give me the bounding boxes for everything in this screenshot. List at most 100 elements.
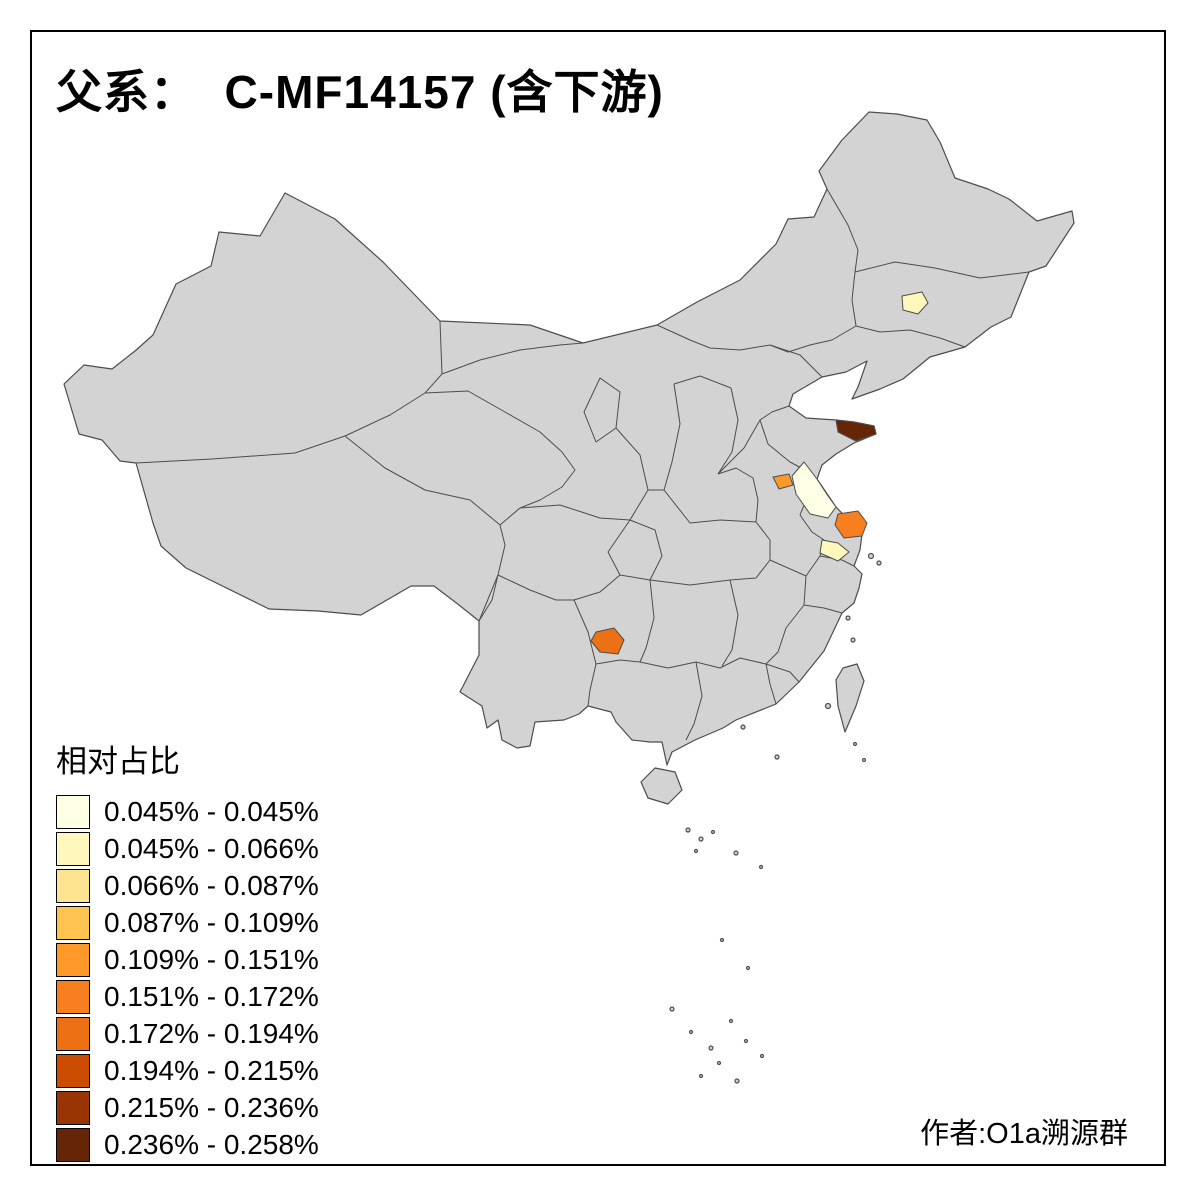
region-nantong-area <box>834 510 868 539</box>
province-boundary-line <box>854 261 1030 279</box>
legend-swatch <box>56 831 90 866</box>
island-speck <box>698 836 704 842</box>
province-boundary-line <box>424 390 563 453</box>
province-boundary-line <box>769 344 823 378</box>
island-speck <box>850 637 856 643</box>
hainan-island <box>640 767 683 805</box>
province-boundary-line <box>497 574 621 601</box>
taiwan-island <box>835 663 865 733</box>
island-speck <box>688 1029 694 1035</box>
legend-swatch <box>56 979 90 1014</box>
province-boundary-line <box>803 604 843 614</box>
legend-item: 0.045% - 0.045% <box>56 793 319 830</box>
legend-label: 0.151% - 0.172% <box>104 980 319 1012</box>
page-title: 父系： C-MF14157 (含下游) <box>56 66 664 118</box>
province-boundary-line <box>765 604 805 705</box>
province-boundary-line <box>519 504 631 521</box>
region-south-jiangsu <box>819 539 850 562</box>
legend-item: 0.194% - 0.215% <box>56 1052 319 1089</box>
province-boundary-line <box>478 574 499 622</box>
province-boundary-line <box>648 383 681 491</box>
island-speck <box>740 724 746 730</box>
province-boundary-line <box>826 188 859 327</box>
legend-item: 0.087% - 0.109% <box>56 904 319 941</box>
island-speck <box>758 864 764 870</box>
province-boundary-line <box>615 427 649 521</box>
province-boundary-line <box>721 579 739 667</box>
legend-label: 0.109% - 0.151% <box>104 943 319 975</box>
island-speck <box>745 965 751 971</box>
province-boundary-line <box>587 663 597 707</box>
legend-label: 0.215% - 0.236% <box>104 1091 319 1123</box>
legend-swatch <box>56 1090 90 1125</box>
island-speck <box>774 754 780 760</box>
legend-item: 0.236% - 0.258% <box>56 1126 319 1163</box>
region-jilin-central <box>901 291 929 315</box>
province-boundary-line <box>769 559 807 577</box>
island-speck <box>693 848 699 854</box>
island-speck <box>759 1053 765 1059</box>
highlighted-regions <box>590 291 929 655</box>
region-guizhou-central <box>590 627 625 655</box>
island-speck <box>716 1060 722 1066</box>
province-boundary-line <box>583 377 621 443</box>
island-speck <box>728 1018 734 1024</box>
island-speck <box>824 702 832 710</box>
region-xuzhou-area <box>772 473 794 490</box>
island-speck <box>669 1006 675 1012</box>
legend-label: 0.045% - 0.045% <box>104 795 319 827</box>
legend-label: 0.236% - 0.258% <box>104 1128 319 1160</box>
legend-item: 0.151% - 0.172% <box>56 978 319 1015</box>
region-north-jiangsu <box>791 461 837 519</box>
island-speck <box>734 1078 740 1084</box>
legend-swatch <box>56 794 90 829</box>
island-speck <box>876 560 882 566</box>
island-speck <box>852 741 858 747</box>
province-boundary-line <box>441 342 584 375</box>
island-speck <box>719 937 725 943</box>
island-speck <box>867 552 875 560</box>
province-boundary-line <box>685 661 703 741</box>
legend-label: 0.066% - 0.087% <box>104 869 319 901</box>
legend-swatch <box>56 1053 90 1088</box>
legend-title: 相对占比 <box>56 744 180 779</box>
province-boundary-line <box>135 320 443 464</box>
province-boundary-line <box>344 435 506 622</box>
island-speck <box>861 757 867 763</box>
island-speck <box>733 850 739 856</box>
legend-item: 0.215% - 0.236% <box>56 1089 319 1126</box>
legend-item: 0.172% - 0.194% <box>56 1015 319 1052</box>
province-boundaries <box>135 188 1030 741</box>
legend-label: 0.045% - 0.066% <box>104 832 319 864</box>
legend-swatch <box>56 1016 90 1051</box>
island-speck <box>743 1038 749 1044</box>
island-speck <box>708 1045 714 1051</box>
legend-item: 0.045% - 0.066% <box>56 830 319 867</box>
island-speck <box>685 827 691 833</box>
province-boundary-line <box>499 451 576 526</box>
province-boundary-line <box>663 467 759 524</box>
province-boundary-line <box>573 579 655 665</box>
region-shandong-peninsula <box>835 419 877 442</box>
legend-swatch <box>56 905 90 940</box>
island-speck <box>698 1073 704 1079</box>
legend-label: 0.194% - 0.215% <box>104 1054 319 1086</box>
legend-swatch <box>56 942 90 977</box>
legend-item: 0.109% - 0.151% <box>56 941 319 978</box>
island-speck <box>710 829 716 835</box>
small-islands <box>669 552 882 1084</box>
island-speck <box>845 615 851 621</box>
province-boundary-line <box>639 657 800 683</box>
attribution-text: 作者:O1a溯源群 <box>920 1118 1128 1150</box>
legend-label: 0.172% - 0.194% <box>104 1017 319 1049</box>
province-boundary-line <box>649 521 771 586</box>
province-boundary-line <box>855 325 966 348</box>
legend-label: 0.087% - 0.109% <box>104 906 319 938</box>
province-boundary-line <box>717 419 761 475</box>
china-mainland <box>63 111 1075 766</box>
province-boundary-line <box>673 375 732 389</box>
legend: 相对占比 0.045% - 0.045% 0.045% - 0.066% 0.0… <box>56 736 319 1163</box>
legend-item: 0.066% - 0.087% <box>56 867 319 904</box>
legend-swatch <box>56 868 90 903</box>
